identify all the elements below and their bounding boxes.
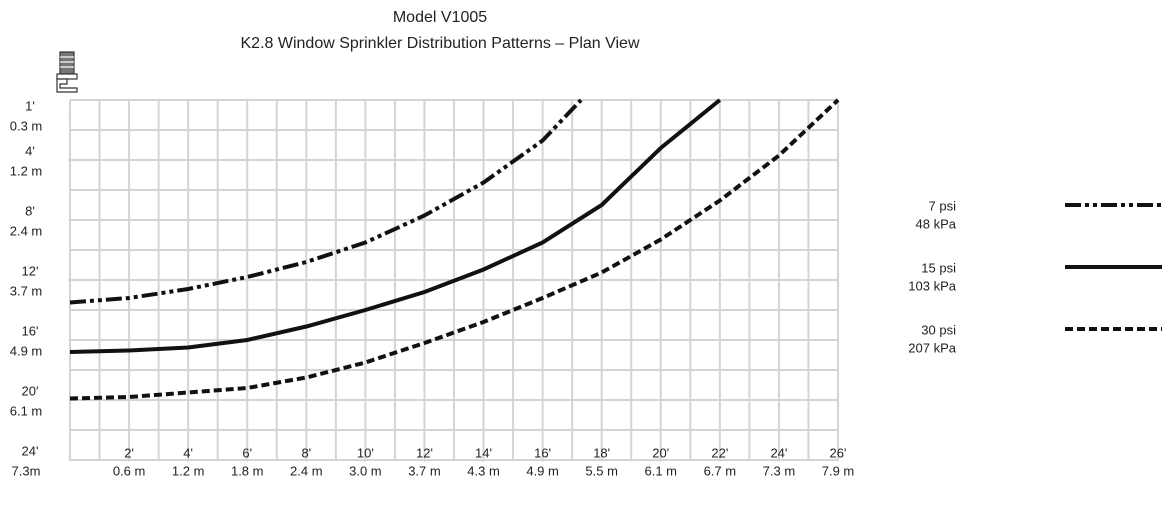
x-tick-label: 14': [475, 445, 492, 460]
y-tick-metric: 3.7 m: [10, 283, 43, 298]
x-tick-metric: 2.4 m: [290, 463, 323, 478]
y-tick-label: 4': [25, 143, 35, 158]
chart-subtitle: K2.8 Window Sprinkler Distribution Patte…: [241, 35, 640, 52]
series-line: [69, 98, 840, 401]
x-tick-label: 20': [652, 445, 669, 460]
x-tick-label: 8': [301, 445, 311, 460]
legend-metric: 207 kPa: [908, 340, 956, 355]
y-tick-label: 16': [22, 323, 39, 338]
legend-label: 15 psi: [921, 260, 956, 275]
y-tick-metric: 1.2 m: [10, 163, 43, 178]
y-tick-metric: 6.1 m: [10, 403, 43, 418]
chart-title: Model V1005: [393, 9, 487, 26]
y-tick-metric: 7.3m: [12, 463, 41, 478]
y-tick-label: 12': [22, 263, 39, 278]
x-tick-label: 4': [183, 445, 193, 460]
x-tick-metric: 4.9 m: [526, 463, 559, 478]
x-tick-label: 18': [593, 445, 610, 460]
y-tick-label: 8': [25, 203, 35, 218]
x-tick-metric: 7.3 m: [763, 463, 796, 478]
series-line: [69, 98, 583, 305]
x-tick-label: 10': [357, 445, 374, 460]
x-tick-label: 2': [124, 445, 134, 460]
x-tick-label: 6': [242, 445, 252, 460]
y-tick-label: 24': [22, 443, 39, 458]
y-tick-metric: 4.9 m: [10, 343, 43, 358]
x-tick-metric: 3.7 m: [408, 463, 441, 478]
sprinkler-icon: [56, 51, 78, 93]
x-tick-metric: 3.0 m: [349, 463, 382, 478]
y-tick-label: 1': [25, 98, 35, 113]
x-tick-metric: 4.3 m: [467, 463, 500, 478]
x-tick-metric: 1.8 m: [231, 463, 264, 478]
x-tick-metric: 1.2 m: [172, 463, 205, 478]
legend-metric: 103 kPa: [908, 278, 956, 293]
x-tick-label: 16': [534, 445, 551, 460]
x-tick-label: 24': [770, 445, 787, 460]
x-tick-metric: 7.9 m: [822, 463, 855, 478]
y-tick-label: 20': [22, 383, 39, 398]
x-tick-metric: 5.5 m: [585, 463, 618, 478]
legend-label: 7 psi: [929, 198, 957, 213]
x-tick-label: 12': [416, 445, 433, 460]
legend-metric: 48 kPa: [916, 216, 957, 231]
series-line: [69, 98, 722, 354]
x-tick-metric: 6.1 m: [645, 463, 678, 478]
x-tick-label: 26': [830, 445, 847, 460]
x-tick-metric: 6.7 m: [704, 463, 737, 478]
y-tick-metric: 0.3 m: [10, 118, 43, 133]
x-tick-metric: 0.6 m: [113, 463, 146, 478]
y-tick-metric: 2.4 m: [10, 223, 43, 238]
legend-label: 30 psi: [921, 322, 956, 337]
x-tick-label: 22': [711, 445, 728, 460]
